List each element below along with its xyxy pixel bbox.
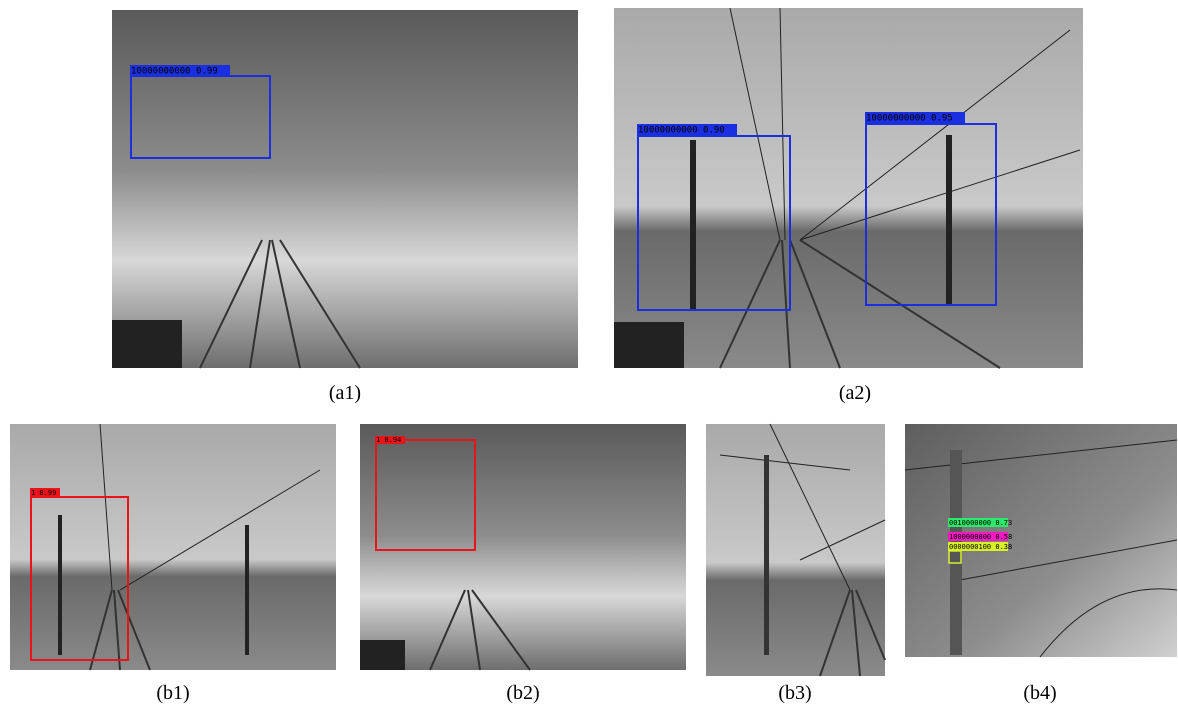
detection-label: 1000000000 0.58	[949, 533, 1012, 541]
caption: (a1)	[329, 382, 361, 404]
photo-a2: 10000000000 0.90 10000000000 0.95	[614, 8, 1083, 368]
detection-label: 1 0.94	[376, 436, 401, 444]
detection-label: 10000000000 0.95	[866, 114, 953, 124]
photo-b2: 1 0.94	[360, 424, 686, 670]
photo-b3	[706, 424, 885, 676]
photo-a1: 10000000000 0.99	[112, 10, 578, 368]
photo-b1: 1 0.99	[10, 424, 336, 670]
caption: (a2)	[839, 382, 871, 404]
caption: (b3)	[778, 682, 811, 704]
detection-label: 1 0.99	[31, 489, 56, 497]
caption: (b4)	[1023, 682, 1056, 704]
figure: 10000000000 0.99 (a1) 10000000000 0.90 1…	[0, 0, 1178, 712]
detection-label: 10000000000 0.99	[131, 67, 218, 77]
caption: (b2)	[506, 682, 539, 704]
detection-label: 0010000000 0.73	[949, 519, 1012, 527]
detection-label: 0000000100 0.38	[949, 543, 1012, 551]
photo-b4: 0010000000 0.73 1000000000 0.58 00000001…	[905, 424, 1177, 657]
caption: (b1)	[156, 682, 189, 704]
detection-label: 10000000000 0.90	[638, 126, 725, 136]
